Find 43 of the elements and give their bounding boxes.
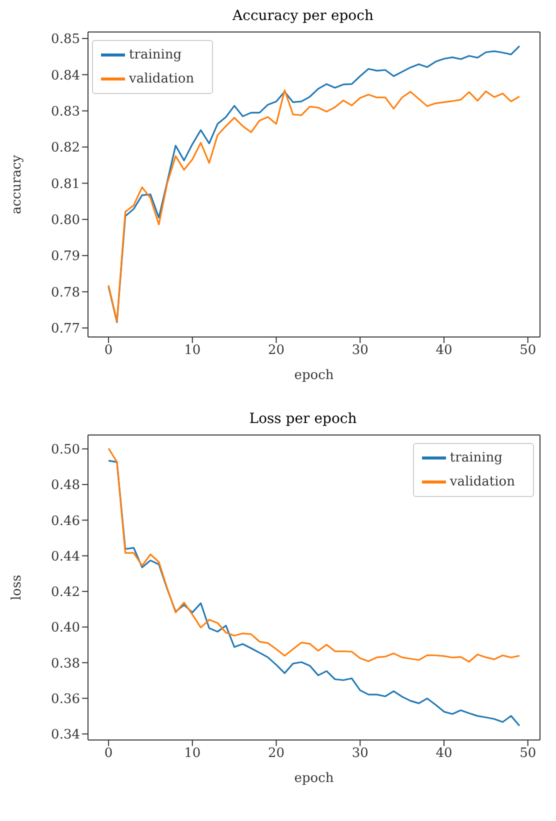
x-tick-label: 0 xyxy=(104,746,113,762)
chart-title: Loss per epoch xyxy=(248,411,358,429)
x-tick-label: 40 xyxy=(436,746,452,762)
x-tick-label: 10 xyxy=(184,746,201,762)
y-tick-label: 0.81 xyxy=(51,176,80,192)
y-axis-title: accuracy xyxy=(10,154,25,214)
legend-label: training xyxy=(129,47,182,62)
y-tick-label: 0.78 xyxy=(51,285,80,300)
y-tick-label: 0.82 xyxy=(51,140,80,156)
y-tick-label: 0.85 xyxy=(51,32,80,48)
y-tick-label: 0.42 xyxy=(51,585,80,600)
y-tick-label: 0.46 xyxy=(51,514,80,529)
x-tick-label: 50 xyxy=(520,343,536,358)
y-tick-label: 0.36 xyxy=(51,692,80,707)
y-tick-label: 0.77 xyxy=(51,322,80,337)
y-tick-label: 0.40 xyxy=(51,620,80,636)
x-tick-label: 0 xyxy=(104,343,113,358)
y-tick-label: 0.44 xyxy=(51,549,80,564)
legend-label: validation xyxy=(450,474,515,490)
y-tick-label: 0.83 xyxy=(51,104,80,120)
x-tick-label: 50 xyxy=(520,746,536,762)
x-tick-label: 20 xyxy=(268,343,285,358)
y-axis-title: loss xyxy=(10,574,25,600)
y-tick-label: 0.50 xyxy=(51,442,80,458)
y-tick-label: 0.79 xyxy=(51,249,80,264)
x-tick-label: 10 xyxy=(184,343,201,358)
y-tick-label: 0.84 xyxy=(51,68,80,84)
x-axis-title: epoch xyxy=(294,771,334,786)
x-tick-label: 40 xyxy=(436,343,452,358)
y-tick-label: 0.80 xyxy=(51,213,80,228)
y-tick-label: 0.48 xyxy=(51,478,80,494)
x-tick-label: 20 xyxy=(268,746,285,762)
legend-label: training xyxy=(450,450,502,466)
x-axis-title: epoch xyxy=(294,368,334,383)
chart-title: Accuracy per epoch xyxy=(231,8,374,26)
x-tick-label: 30 xyxy=(352,746,368,762)
line-series xyxy=(108,89,520,322)
line-series xyxy=(108,45,520,323)
legend-label: validation xyxy=(129,71,194,86)
line-series xyxy=(108,448,520,663)
x-tick-label: 30 xyxy=(352,343,368,358)
y-tick-label: 0.34 xyxy=(51,728,80,743)
y-tick-label: 0.38 xyxy=(51,656,80,672)
